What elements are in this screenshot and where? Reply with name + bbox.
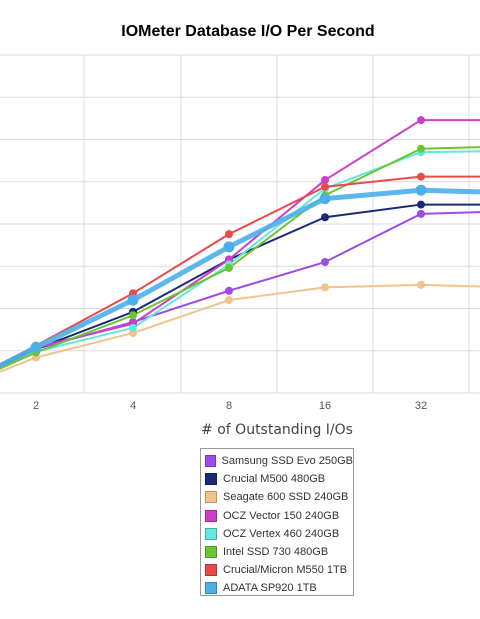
data-point	[129, 311, 137, 320]
data-point	[223, 241, 235, 253]
data-point	[321, 182, 329, 191]
legend: Samsung SSD Evo 250GB Crucial M500 480GB S…	[200, 448, 354, 596]
legend-label: Crucial/Micron M550 1TB	[223, 564, 348, 577]
legend-item: Seagate 600 SSD 240GB	[205, 488, 353, 506]
legend-swatch	[205, 564, 217, 577]
x-tick-label: 32	[415, 400, 427, 412]
legend-label: OCZ Vertex 460 240GB	[223, 527, 340, 540]
legend-item: OCZ Vector 150 240GB	[205, 507, 353, 525]
x-tick-label: 4	[130, 400, 136, 412]
data-point	[225, 230, 233, 239]
data-point	[225, 286, 233, 295]
legend-swatch	[205, 527, 217, 540]
x-tick-label: 2	[33, 400, 39, 412]
legend-label: Seagate 600 SSD 240GB	[223, 491, 349, 504]
legend-swatch	[205, 582, 217, 595]
legend-item: Intel SSD 730 480GB	[205, 543, 353, 561]
data-point	[321, 176, 329, 185]
legend-swatch	[205, 509, 217, 522]
data-point	[321, 283, 329, 292]
data-point	[129, 323, 137, 332]
legend-label: ADATA SP920 1TB	[223, 582, 317, 595]
data-point	[417, 280, 425, 289]
data-point	[321, 258, 329, 267]
data-point	[30, 341, 42, 353]
legend-item: Crucial/Micron M550 1TB	[205, 561, 353, 579]
legend-swatch	[205, 455, 216, 468]
legend-item: Samsung SSD Evo 250GB	[205, 452, 353, 470]
legend-label: Crucial M500 480GB	[223, 473, 326, 486]
data-point	[417, 116, 425, 125]
data-point	[319, 193, 331, 205]
data-point	[417, 200, 425, 209]
data-point	[417, 172, 425, 181]
data-point	[225, 296, 233, 305]
legend-swatch	[205, 546, 217, 559]
legend-swatch	[205, 491, 217, 504]
x-tick-label: 16	[319, 400, 331, 412]
data-point	[321, 213, 329, 222]
legend-item: OCZ Vertex 460 240GB	[205, 525, 353, 543]
legend-item: Crucial M500 480GB	[205, 470, 353, 488]
legend-item: ADATA SP920 1TB	[205, 579, 353, 597]
data-point	[417, 209, 425, 218]
series-points	[30, 116, 427, 362]
chart-title: IOMeter Database I/O Per Second	[121, 23, 374, 40]
data-point	[415, 184, 427, 196]
x-tick-labels: 2 4 8 16 32	[33, 400, 427, 412]
legend-label: Samsung SSD Evo 250GB	[221, 455, 353, 468]
grid	[0, 54, 480, 394]
x-tick-label: 8	[226, 400, 232, 412]
data-point	[127, 294, 139, 306]
legend-swatch	[205, 473, 217, 486]
legend-label: Intel SSD 730 480GB	[223, 546, 329, 559]
legend-label: OCZ Vector 150 240GB	[223, 509, 340, 522]
x-axis-label: # of Outstanding I/Os	[201, 422, 353, 438]
data-point	[225, 263, 233, 272]
data-point	[417, 144, 425, 153]
series-lines	[0, 119, 480, 373]
series-line	[0, 175, 480, 366]
